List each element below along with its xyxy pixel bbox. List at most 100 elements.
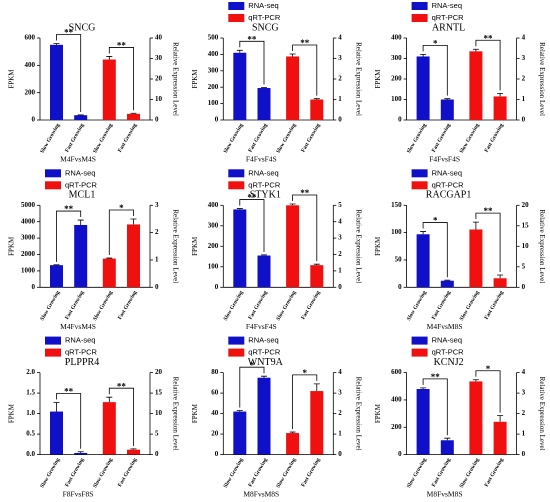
- bar: [233, 52, 247, 121]
- y2-tick-label: 5: [338, 201, 342, 209]
- y2-tick-label: 0: [155, 450, 159, 458]
- significance-label: *: [433, 38, 438, 48]
- y-axis-label: FPKM: [8, 403, 16, 423]
- significance-bracket: [56, 210, 82, 262]
- significance-bracket: [108, 387, 134, 446]
- significance-label: **: [300, 38, 310, 48]
- title: STYK1: [250, 190, 281, 201]
- x-tick-label: Fast Growing: [64, 457, 85, 488]
- significance-bracket: [108, 47, 134, 111]
- x-tick-label: Slow Growing: [406, 457, 428, 489]
- y-tick-label: 1.0: [26, 409, 35, 417]
- y2-tick-label: 10: [522, 242, 530, 250]
- y2-tick-label: 3: [522, 54, 526, 62]
- y2-tick-label: 20: [155, 75, 163, 83]
- panel: 0 100 200 300 400 0 1 2 3 4 ARNTL FPKM Relative Expr…: [374, 1, 546, 164]
- error-bar: [130, 448, 137, 450]
- legend-swatch: [411, 169, 428, 178]
- y-tick-label: 200: [25, 88, 36, 96]
- y2-tick-label: 1: [338, 430, 342, 438]
- y-axis-label: FPKM: [374, 236, 382, 256]
- significance-label: **: [300, 188, 310, 198]
- y2-tick-label: 4: [522, 34, 526, 42]
- y2-tick-label: 0: [338, 450, 342, 458]
- bar: [102, 402, 116, 455]
- error-bar: [77, 219, 84, 225]
- y-tick-label: 300: [391, 54, 402, 62]
- y2-tick-label: 1: [338, 267, 342, 275]
- y2-tick-label: 2: [522, 75, 526, 83]
- bar: [286, 433, 300, 455]
- y2-tick-label: 4: [522, 368, 526, 376]
- legend-label: RNA-seq: [432, 336, 462, 345]
- panel: 0.0 0.5 1.0 1.5 2.0 0 5 10 15 20 PLPPR4 FPKM Relativ…: [8, 336, 180, 499]
- y-tick-label: 200: [208, 83, 219, 91]
- y2-tick-label: 4: [338, 34, 342, 42]
- y-tick-label: 0: [398, 450, 402, 458]
- y-tick-label: 0.5: [26, 430, 35, 438]
- significance-bracket: [239, 366, 265, 408]
- bar: [127, 449, 140, 455]
- bar: [493, 421, 507, 455]
- x-tick-label: Fast Growing: [248, 290, 269, 321]
- x-axis-label: M4FvsM4S: [60, 155, 96, 164]
- x-tick-label: Fast Growing: [300, 122, 321, 153]
- legend-swatch: [228, 181, 245, 190]
- significance-bracket: [475, 370, 501, 413]
- x-tick-label: Fast Growing: [484, 290, 505, 321]
- bar: [286, 56, 300, 120]
- bar: [102, 59, 116, 120]
- significance-bracket: [422, 378, 448, 436]
- y2-axis-label: Relative Expression Level: [171, 209, 179, 283]
- y-tick-label: 0: [398, 116, 402, 124]
- title: PLPPR4: [65, 357, 99, 368]
- x-tick-label: Fast Growing: [431, 290, 452, 321]
- y-tick-label: 0: [215, 450, 219, 458]
- y2-tick-label: 3: [522, 389, 526, 397]
- significance-bracket: [475, 39, 501, 91]
- y2-axis-label: Relative Expression Level: [355, 377, 363, 451]
- significance-label: **: [64, 387, 74, 397]
- y2-tick-label: 15: [155, 389, 163, 397]
- panel: 0 20 40 60 80 0 1 2 3 4 WNT9A FPKM Relative Expressi…: [191, 336, 363, 499]
- legend-label: RNA-seq: [432, 168, 462, 177]
- significance-label: **: [247, 34, 257, 44]
- y2-tick-label: 15: [522, 221, 530, 229]
- x-tick-label: Fast Growing: [64, 122, 85, 153]
- y-tick-label: 0: [215, 116, 219, 124]
- x-tick-label: Slow Growing: [459, 122, 481, 154]
- y-axis-label: FPKM: [191, 236, 199, 256]
- significance-label: *: [486, 364, 491, 374]
- bar: [233, 411, 247, 455]
- x-tick-label: Slow Growing: [92, 457, 114, 489]
- error-bar: [472, 379, 479, 382]
- y-axis-label: FPKM: [374, 403, 382, 423]
- bar: [257, 377, 271, 455]
- error-bar: [313, 98, 320, 100]
- y2-tick-label: 3: [338, 54, 342, 62]
- bar: [440, 440, 454, 455]
- panel: 0 100 200 300 400 0 1 2 3 4 5 STYK1 FPKM Relative Exp…: [191, 168, 363, 331]
- bar: [469, 381, 483, 455]
- error-bar: [106, 56, 113, 60]
- legend-label: qRT-PCR: [248, 180, 281, 189]
- y-axis-label: FPKM: [191, 69, 199, 89]
- y-tick-label: 300: [208, 66, 219, 74]
- title: SNCG: [69, 22, 96, 33]
- error-bar: [497, 415, 504, 422]
- significance-label: **: [247, 193, 257, 203]
- error-bar: [497, 274, 504, 279]
- y-tick-label: 400: [391, 396, 402, 404]
- x-tick-label: Slow Growing: [92, 122, 114, 154]
- legend-label: RNA-seq: [65, 336, 95, 345]
- error-bar: [444, 437, 451, 441]
- significance-label: **: [484, 33, 494, 43]
- legend-swatch: [411, 181, 428, 190]
- bar: [469, 51, 483, 121]
- legend-label: qRT-PCR: [432, 13, 465, 22]
- significance-label: **: [117, 41, 127, 51]
- error-bar: [289, 53, 296, 57]
- bar: [50, 411, 63, 455]
- legend-swatch: [45, 169, 61, 178]
